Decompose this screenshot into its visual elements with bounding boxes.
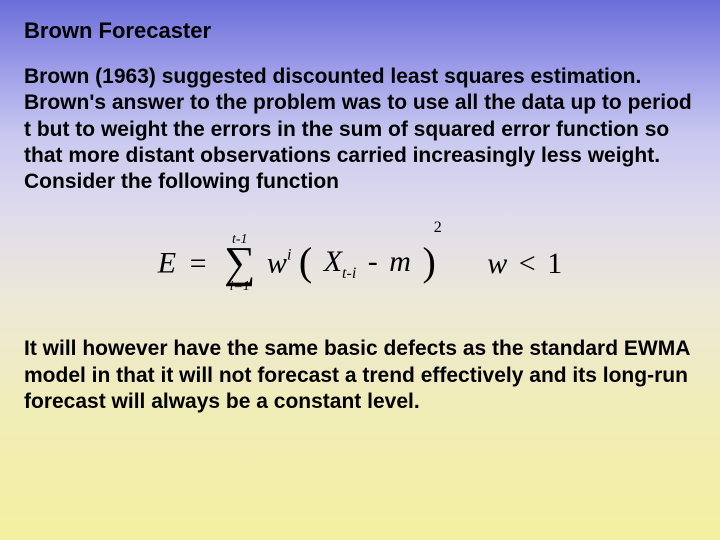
paragraph-intro: Brown (1963) suggested discounted least …	[24, 64, 696, 195]
formula-block: E = t-1 ∑ i=1 wi ( Xt-i - m )2 w < 1	[24, 233, 696, 294]
cond-lt: <	[519, 247, 536, 280]
formula-squared: 2	[434, 219, 442, 236]
formula-X-sub: t-i	[342, 265, 356, 282]
formula-minus: -	[368, 245, 378, 278]
sum-symbol: ∑	[224, 245, 255, 280]
formula-m: m	[389, 245, 411, 278]
cond-w: w	[487, 247, 507, 280]
cond-one: 1	[547, 247, 562, 280]
slide: Brown Forecaster Brown (1963) suggested …	[0, 0, 720, 540]
formula-eq: =	[190, 247, 207, 280]
paragraph-conclusion: It will however have the same basic defe…	[24, 336, 696, 415]
slide-title: Brown Forecaster	[24, 18, 696, 44]
formula-w-exp: i	[287, 247, 291, 264]
sigma-icon: t-1 ∑ i=1	[224, 233, 255, 294]
formula-w: w	[267, 247, 287, 280]
formula-X: X	[324, 245, 342, 278]
rparen-icon: )	[422, 246, 435, 278]
lparen-icon: (	[299, 246, 312, 278]
formula-lhs: E	[158, 247, 176, 280]
